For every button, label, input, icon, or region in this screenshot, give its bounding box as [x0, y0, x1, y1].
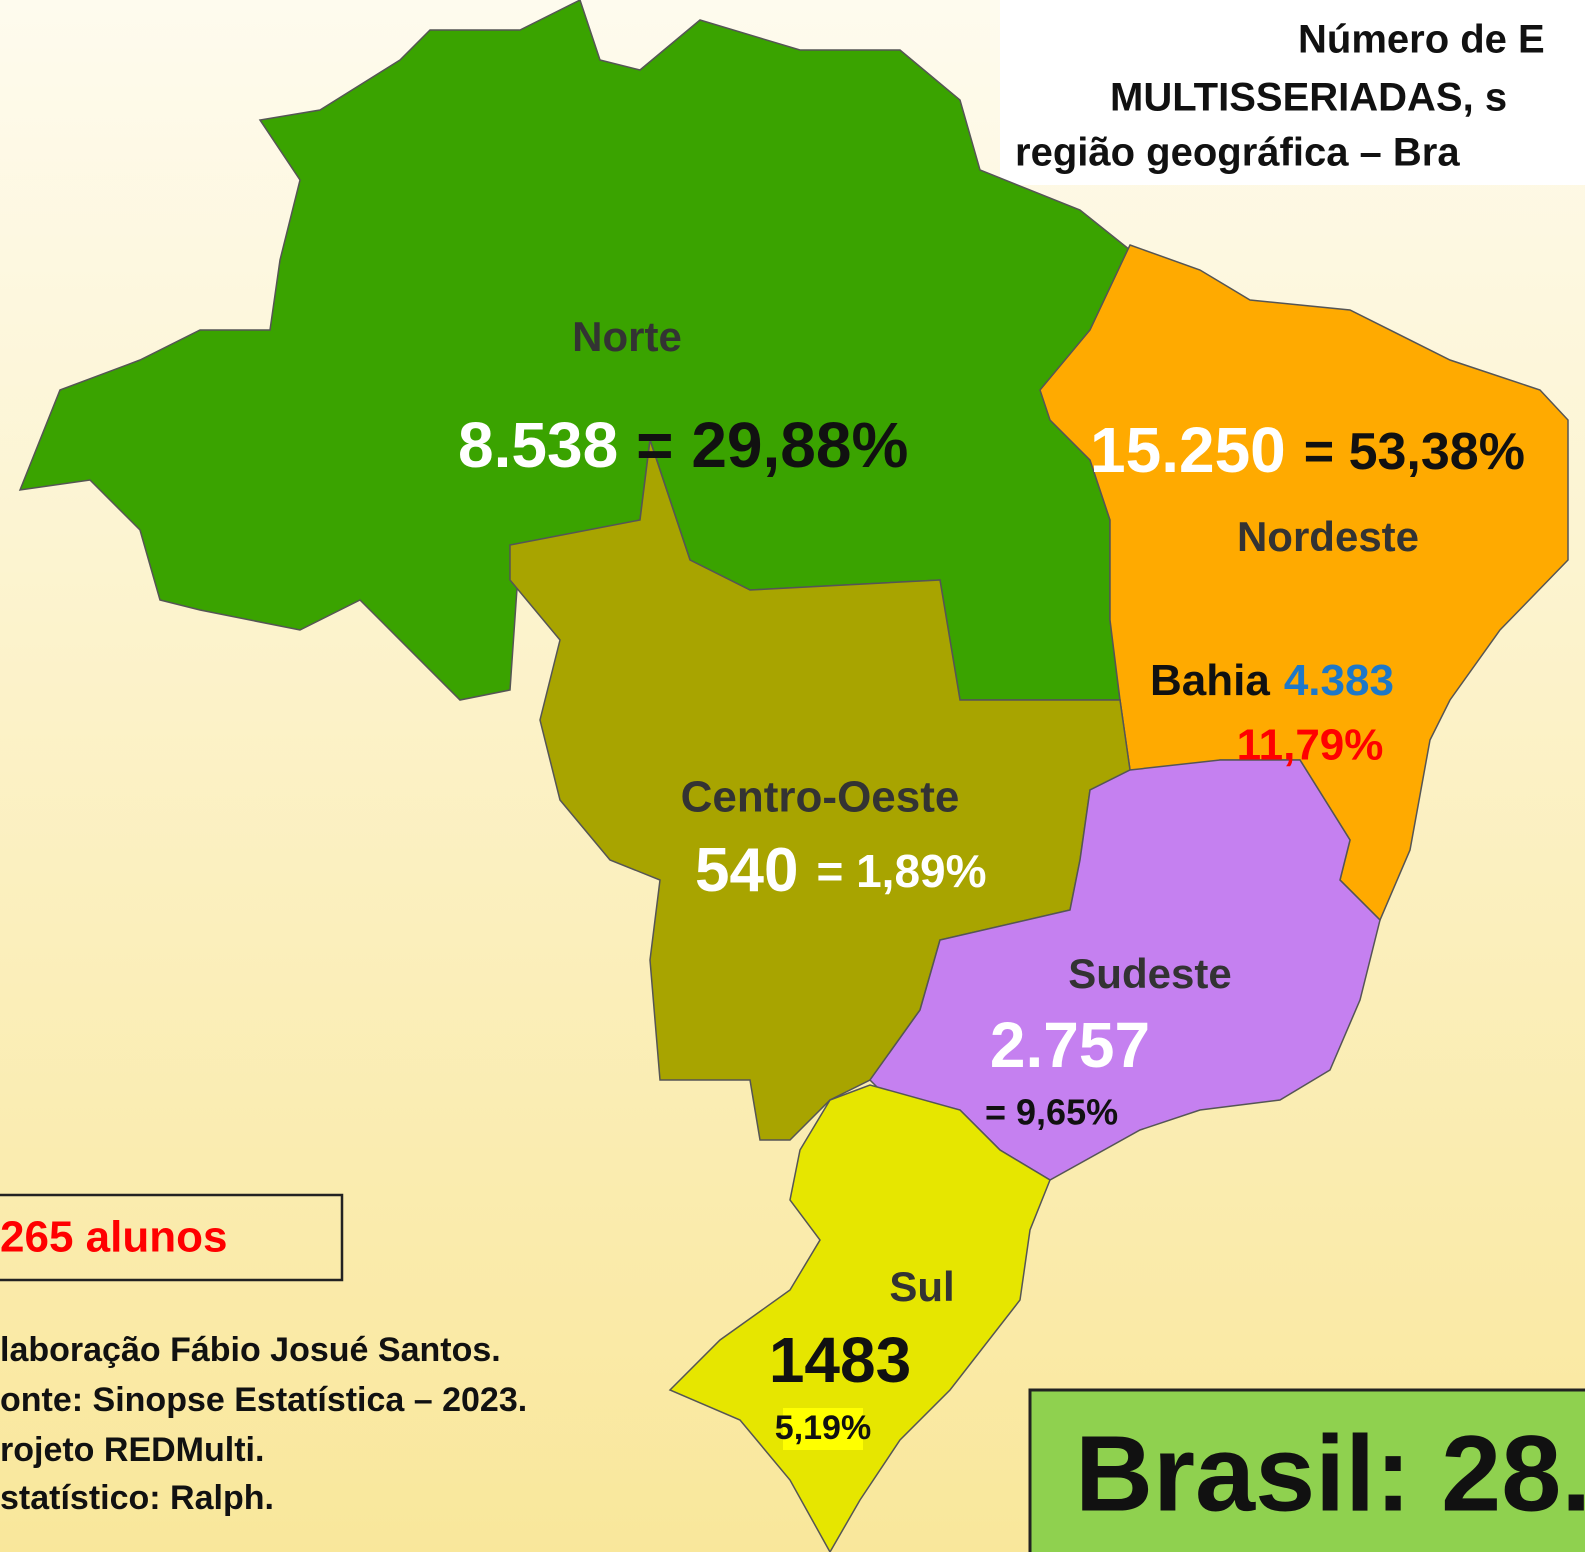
highlight — [783, 1408, 863, 1450]
legend-text: 265 alunos — [0, 1213, 227, 1262]
region-name: Centro-Oeste — [681, 773, 960, 822]
credit-line: onte: Sinopse Estatística – 2023. — [0, 1381, 527, 1419]
bahia-count: 4.383 — [1284, 656, 1394, 705]
region-value: 540 = 1,89% — [695, 836, 987, 905]
count: 8.538 — [458, 409, 618, 481]
percent: = 53,38% — [1304, 423, 1525, 481]
region-value: 8.538 = 29,88% — [458, 409, 908, 481]
region-sul — [668, 1084, 1051, 1552]
percent: 5,19% — [775, 1409, 871, 1447]
count: 2.757 — [990, 1009, 1150, 1081]
region-value: 15.250 = 53,38% — [1090, 414, 1525, 486]
count: 540 — [695, 836, 798, 905]
title-line: MULTISSERIADAS, s — [1110, 76, 1507, 120]
region-name: Sudeste — [1068, 950, 1231, 997]
credit-line: rojeto REDMulti. — [0, 1431, 264, 1469]
bahia-value: Bahia 4.383 — [1150, 656, 1394, 705]
title-box — [1000, 0, 1585, 185]
credit-line: laboração Fábio Josué Santos. — [0, 1331, 501, 1369]
title-line: região geográfica – Bra — [1015, 131, 1460, 175]
count: 1483 — [769, 1324, 911, 1396]
total-box — [1028, 1388, 1585, 1552]
credit-line: statístico: Ralph. — [0, 1479, 274, 1517]
percent: = 1,89% — [816, 845, 986, 897]
percent: = 9,65% — [985, 1092, 1118, 1133]
total-text: Brasil: 28. — [1075, 1413, 1585, 1534]
bahia-percent: 11,79% — [1237, 721, 1384, 770]
percent: = 29,88% — [636, 409, 908, 481]
bahia-name: Bahia — [1150, 656, 1270, 705]
count: 15.250 — [1090, 414, 1286, 486]
legend-box — [0, 1193, 344, 1282]
region-name: Sul — [889, 1263, 954, 1310]
region-name: Nordeste — [1237, 513, 1419, 560]
title-line: Número de E — [1298, 18, 1545, 62]
region-name: Norte — [572, 313, 682, 360]
